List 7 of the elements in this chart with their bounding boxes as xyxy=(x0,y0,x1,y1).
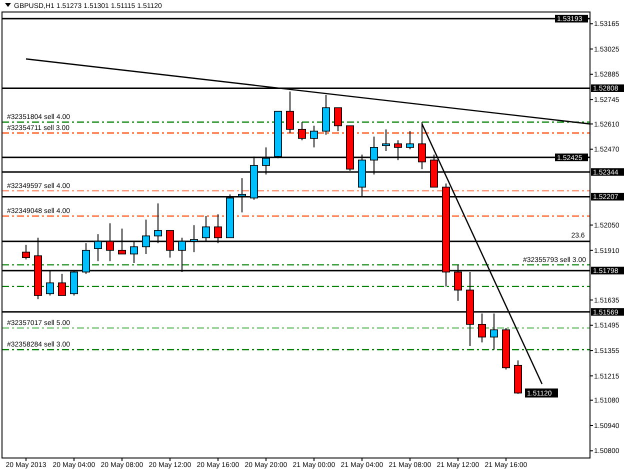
candlestick xyxy=(22,244,30,260)
candlestick xyxy=(334,107,342,132)
candlestick xyxy=(310,125,318,148)
candlestick xyxy=(382,128,390,152)
candlestick xyxy=(58,273,66,296)
candlestick xyxy=(298,122,306,141)
candlestick xyxy=(406,130,414,150)
